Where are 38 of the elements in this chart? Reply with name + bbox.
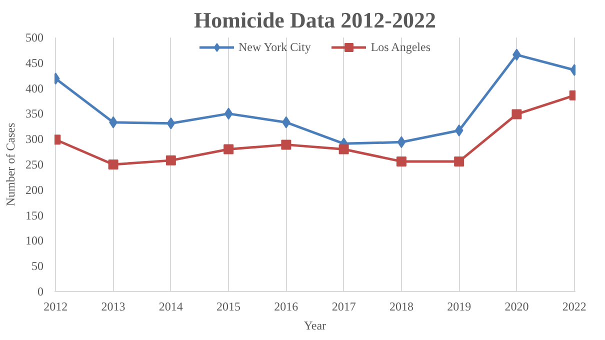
legend-label: Los Angeles xyxy=(370,40,431,54)
x-axis-title: Year xyxy=(304,318,326,332)
x-tick-label: 2016 xyxy=(274,300,298,314)
x-tick-label: 2013 xyxy=(101,300,126,314)
point xyxy=(224,144,234,154)
chart-title: Homicide Data 2012-2022 xyxy=(194,8,436,32)
point xyxy=(281,140,292,150)
point xyxy=(454,156,464,166)
point xyxy=(224,108,233,120)
point xyxy=(397,136,406,148)
y-tick-label: 350 xyxy=(26,106,44,121)
point xyxy=(338,144,349,154)
x-tick-label: 2020 xyxy=(504,300,529,314)
y-tick-label: 500 xyxy=(26,30,44,44)
y-tick-label: 450 xyxy=(26,56,44,70)
y-tick-label: 300 xyxy=(26,132,44,146)
x-tick-label: 2014 xyxy=(158,300,183,314)
x-tick-label: 2015 xyxy=(216,300,241,314)
point xyxy=(166,117,176,130)
x-tick-label: 2022 xyxy=(562,300,586,314)
x-tick-label: 2012 xyxy=(44,300,68,314)
y-tick-label: 150 xyxy=(26,208,44,222)
point xyxy=(512,109,522,120)
y-tick-label: 100 xyxy=(26,234,44,248)
y-axis-title: Number of Cases xyxy=(4,122,18,206)
point xyxy=(396,156,406,166)
point xyxy=(108,160,118,170)
y-tick-label: 0 xyxy=(38,284,44,298)
x-tick-label: 2018 xyxy=(389,300,414,314)
y-tick-label: 50 xyxy=(32,259,44,274)
legend-label: New York City xyxy=(238,40,311,54)
y-tick-label: 400 xyxy=(26,81,44,96)
y-tick-label: 250 xyxy=(26,158,44,172)
point xyxy=(454,124,464,136)
x-tick-label: 2019 xyxy=(447,300,472,314)
point xyxy=(166,155,176,166)
x-tick-label: 2017 xyxy=(332,300,356,314)
y-tick-label: 200 xyxy=(26,182,44,197)
